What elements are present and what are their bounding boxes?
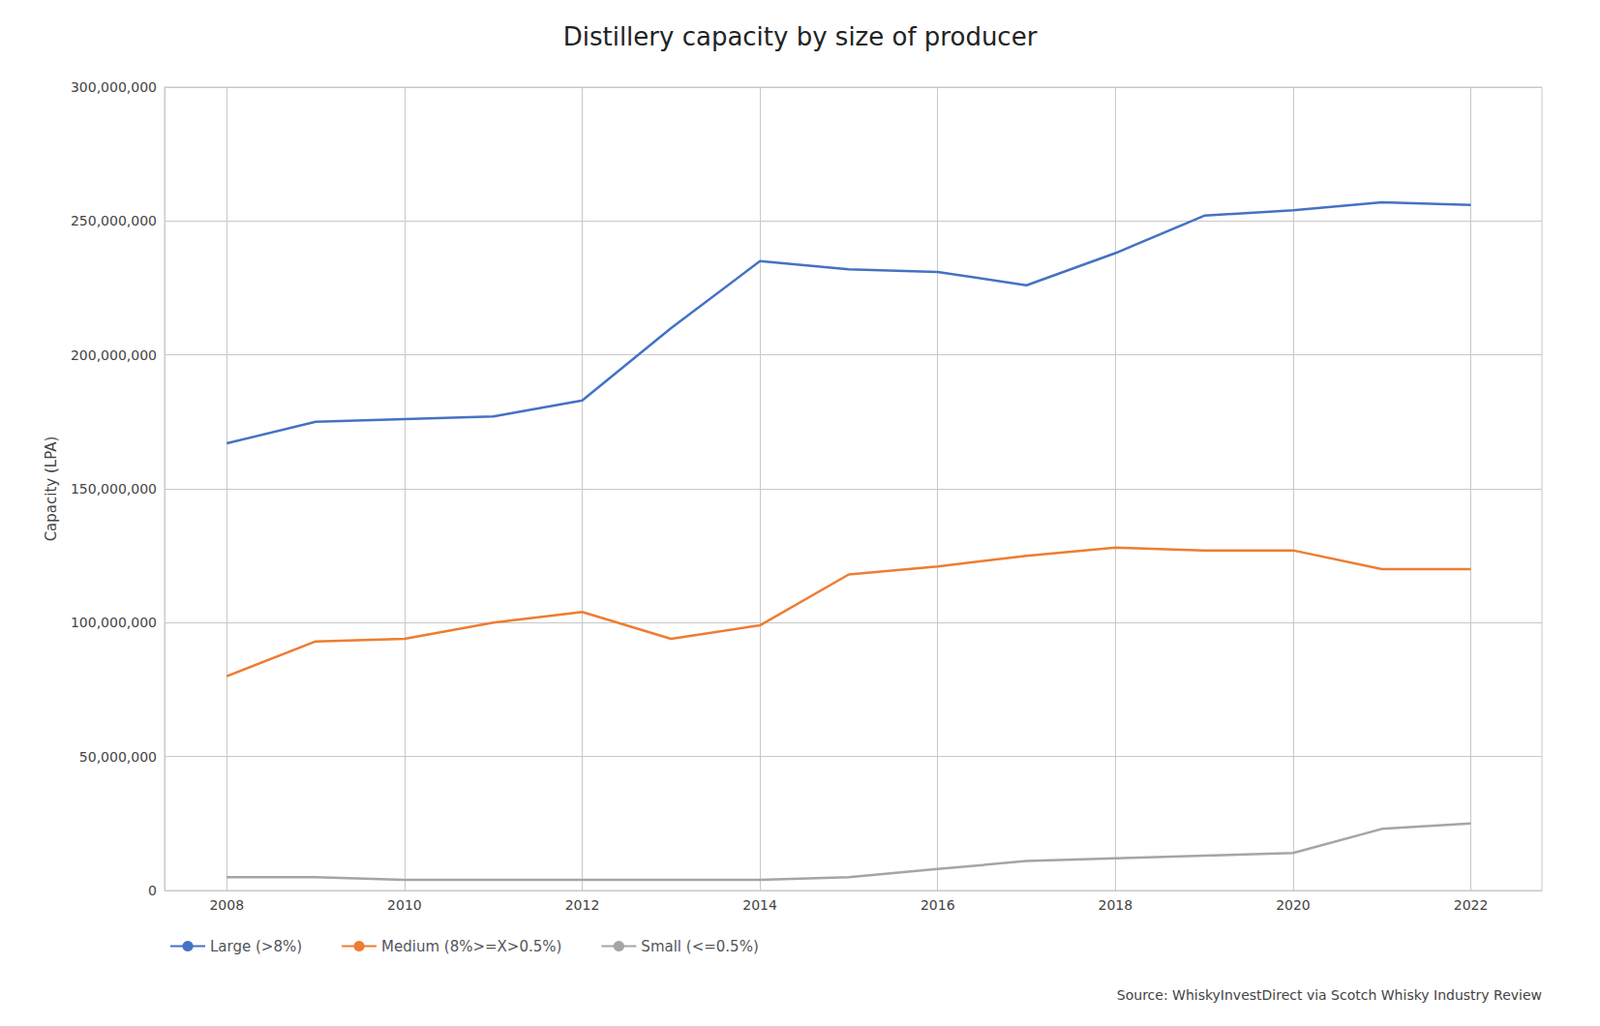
svg-text:2014: 2014 [742, 897, 778, 913]
svg-text:50,000,000: 50,000,000 [79, 749, 157, 765]
svg-text:150,000,000: 150,000,000 [70, 481, 157, 497]
svg-text:Capacity (LPA): Capacity (LPA) [42, 436, 61, 543]
svg-text:Small (<=0.5%): Small (<=0.5%) [640, 937, 758, 956]
svg-text:Distillery capacity by size of: Distillery capacity by size of producer [563, 22, 1038, 52]
svg-text:100,000,000: 100,000,000 [70, 614, 157, 631]
svg-text:Source: WhiskyInvestDirect via: Source: WhiskyInvestDirect via Scotch Wh… [1116, 987, 1542, 1003]
svg-text:0: 0 [148, 882, 157, 899]
svg-text:200,000,000: 200,000,000 [70, 347, 157, 363]
svg-text:2010: 2010 [387, 897, 423, 913]
svg-text:300,000,000: 300,000,000 [70, 79, 157, 95]
svg-text:2018: 2018 [1098, 897, 1134, 913]
svg-text:2008: 2008 [209, 897, 244, 913]
svg-text:Large (>8%): Large (>8%) [210, 937, 302, 956]
svg-text:2016: 2016 [920, 897, 956, 913]
svg-text:2020: 2020 [1275, 897, 1311, 913]
svg-text:250,000,000: 250,000,000 [70, 212, 157, 229]
svg-text:2012: 2012 [565, 897, 601, 913]
svg-text:2022: 2022 [1453, 897, 1489, 913]
svg-text:Medium (8%>=X>0.5%): Medium (8%>=X>0.5%) [381, 937, 562, 956]
